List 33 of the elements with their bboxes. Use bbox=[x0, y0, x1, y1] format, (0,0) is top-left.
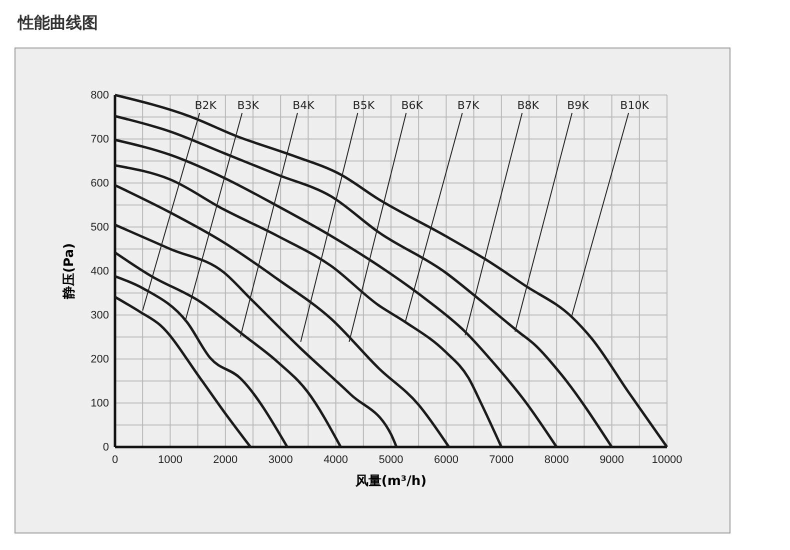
y-tick-label: 300 bbox=[90, 310, 109, 322]
x-tick-label: 8000 bbox=[544, 454, 569, 466]
x-tick-label: 1000 bbox=[158, 454, 182, 466]
annotation: B7K bbox=[457, 99, 480, 112]
annotation: B3K bbox=[237, 99, 260, 112]
line-series bbox=[114, 94, 668, 448]
chart-title: 性能曲线图 bbox=[17, 13, 98, 32]
y-tick-label: 700 bbox=[90, 134, 109, 146]
annotation: B2K bbox=[194, 99, 218, 112]
x-tick-label: 4000 bbox=[324, 454, 348, 466]
y-tick-label: 500 bbox=[90, 222, 109, 234]
x-tick-label: 10000 bbox=[652, 454, 682, 466]
x-tick-label: 3000 bbox=[268, 454, 293, 466]
annotation: B9K bbox=[567, 99, 590, 112]
y-tick-label: 200 bbox=[90, 354, 109, 366]
y-tick-label: 100 bbox=[90, 398, 109, 410]
y-tick-label: 800 bbox=[90, 90, 109, 102]
y-tick-label: 400 bbox=[90, 266, 109, 278]
x-tick-label: 2000 bbox=[213, 454, 238, 466]
y-axis-title: 静压(Pa) bbox=[62, 243, 77, 300]
x-tick-label: 0 bbox=[112, 454, 118, 466]
annotation: B4K bbox=[292, 99, 316, 112]
annotation: B6K bbox=[401, 99, 424, 112]
x-axis-title: 风量(m³/h) bbox=[354, 474, 427, 489]
x-tick-label: 7000 bbox=[489, 454, 514, 466]
x-tick-label: 5000 bbox=[378, 454, 404, 466]
annotation: B5K bbox=[352, 99, 376, 112]
y-tick-label: 0 bbox=[102, 442, 109, 454]
x-tick-label: 6000 bbox=[434, 454, 458, 466]
y-tick-label: 600 bbox=[90, 178, 109, 190]
x-tick-label: 9000 bbox=[600, 454, 624, 466]
annotation: B10K bbox=[620, 99, 650, 112]
annotation: B8K bbox=[517, 99, 540, 112]
